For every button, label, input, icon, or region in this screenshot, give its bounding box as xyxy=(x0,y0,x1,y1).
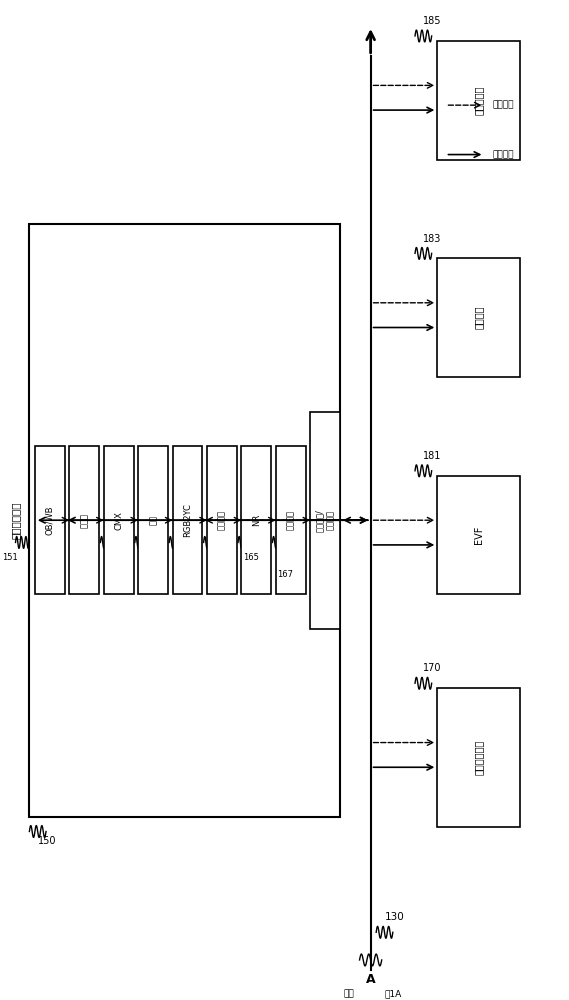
Bar xyxy=(276,446,306,594)
Text: CMX: CMX xyxy=(114,511,123,530)
Bar xyxy=(104,446,134,594)
Text: 来自: 来自 xyxy=(343,990,354,999)
Text: NR: NR xyxy=(252,514,261,526)
Text: 彩度抑制: 彩度抑制 xyxy=(217,510,226,530)
Text: 185: 185 xyxy=(423,16,442,26)
Text: 图1A: 图1A xyxy=(384,990,402,999)
Text: 170: 170 xyxy=(423,663,442,673)
Bar xyxy=(207,446,237,594)
Text: 图像数据: 图像数据 xyxy=(493,150,514,159)
Text: 181: 181 xyxy=(423,451,442,461)
Text: 153: 153 xyxy=(106,553,122,562)
Bar xyxy=(310,412,340,629)
Text: 彩度补正: 彩度补正 xyxy=(286,510,295,530)
Text: 183: 183 xyxy=(423,234,442,244)
Bar xyxy=(437,41,521,160)
Bar xyxy=(35,446,65,594)
Bar xyxy=(241,446,271,594)
Text: OB/WB: OB/WB xyxy=(46,505,55,535)
Text: 167: 167 xyxy=(278,570,294,579)
Bar xyxy=(437,688,521,827)
Text: 161: 161 xyxy=(278,553,294,562)
Text: 背面面板: 背面面板 xyxy=(474,306,484,329)
Text: 155: 155 xyxy=(141,553,156,562)
Text: 矩阵: 矩阵 xyxy=(149,515,158,525)
Text: EVF: EVF xyxy=(474,526,484,544)
Text: 165: 165 xyxy=(243,553,259,562)
Text: 157: 157 xyxy=(175,553,191,562)
Text: 151: 151 xyxy=(2,553,18,562)
Text: 外部存储器: 外部存储器 xyxy=(474,86,484,115)
Text: 150: 150 xyxy=(38,836,56,846)
Text: 161: 161 xyxy=(244,553,260,562)
Text: A: A xyxy=(366,973,376,986)
Text: 图像处理电路: 图像处理电路 xyxy=(10,501,20,539)
Text: 130: 130 xyxy=(385,912,404,922)
Text: 159: 159 xyxy=(209,553,225,562)
Bar xyxy=(30,224,340,817)
Bar xyxy=(437,258,521,377)
Bar xyxy=(172,446,203,594)
Text: 控制信号: 控制信号 xyxy=(493,101,514,110)
Bar xyxy=(437,476,521,594)
Text: 压缩编码/
图像编码: 压缩编码/ 图像编码 xyxy=(315,509,335,532)
Bar xyxy=(69,446,100,594)
Bar xyxy=(138,446,168,594)
Text: 固体化: 固体化 xyxy=(80,513,89,528)
Text: 直方图生成部: 直方图生成部 xyxy=(474,740,484,775)
Text: RGB2YC: RGB2YC xyxy=(183,503,192,537)
